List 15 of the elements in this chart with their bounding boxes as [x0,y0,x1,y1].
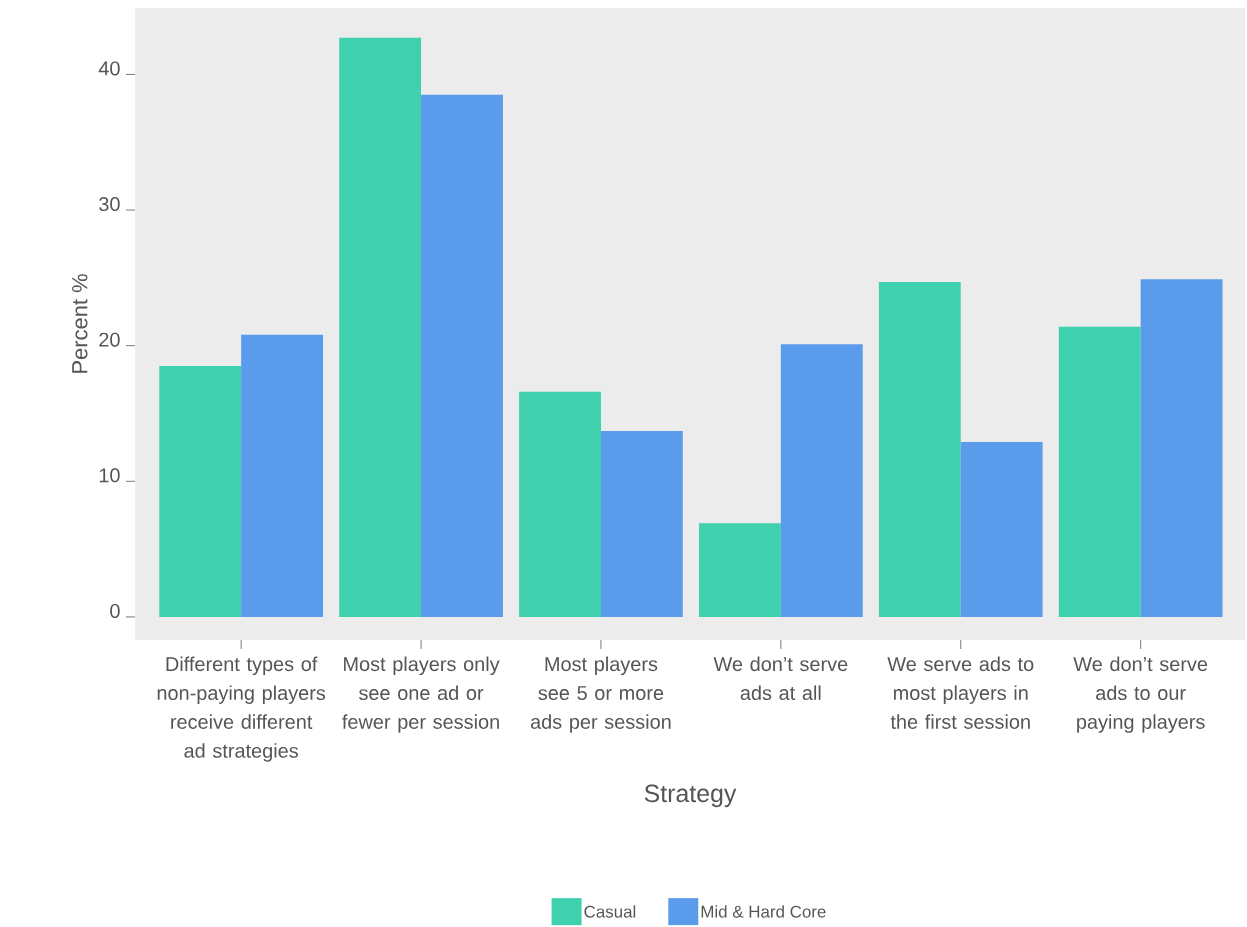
x-tick-label: We don’t serve ads to our paying players [1073,656,1208,733]
y-tick-label: 10 [99,468,120,483]
x-axis-title: Strategy [644,784,737,808]
y-tick-label: 0 [110,603,120,618]
x-tick-label: Different types of non-paying players receive different ad strategies [157,656,326,762]
x-tick-label: Most players only see one ad or fewer per session [342,656,500,733]
y-tick-label: 40 [98,61,120,76]
y-tick-label: 30 [99,196,120,212]
legend-label: Mid & Hard Core [701,905,826,918]
y-tick-label: 20 [99,332,120,347]
x-tick-label: Most players see 5 or more ads per session [530,656,671,733]
x-tick-label: We don’t serve ads at all [713,656,848,700]
x-tick-label: We serve ads to most players in the first session [887,656,1034,729]
legend-label: Casual [584,905,636,918]
y-axis-title: Percent % [72,274,88,373]
